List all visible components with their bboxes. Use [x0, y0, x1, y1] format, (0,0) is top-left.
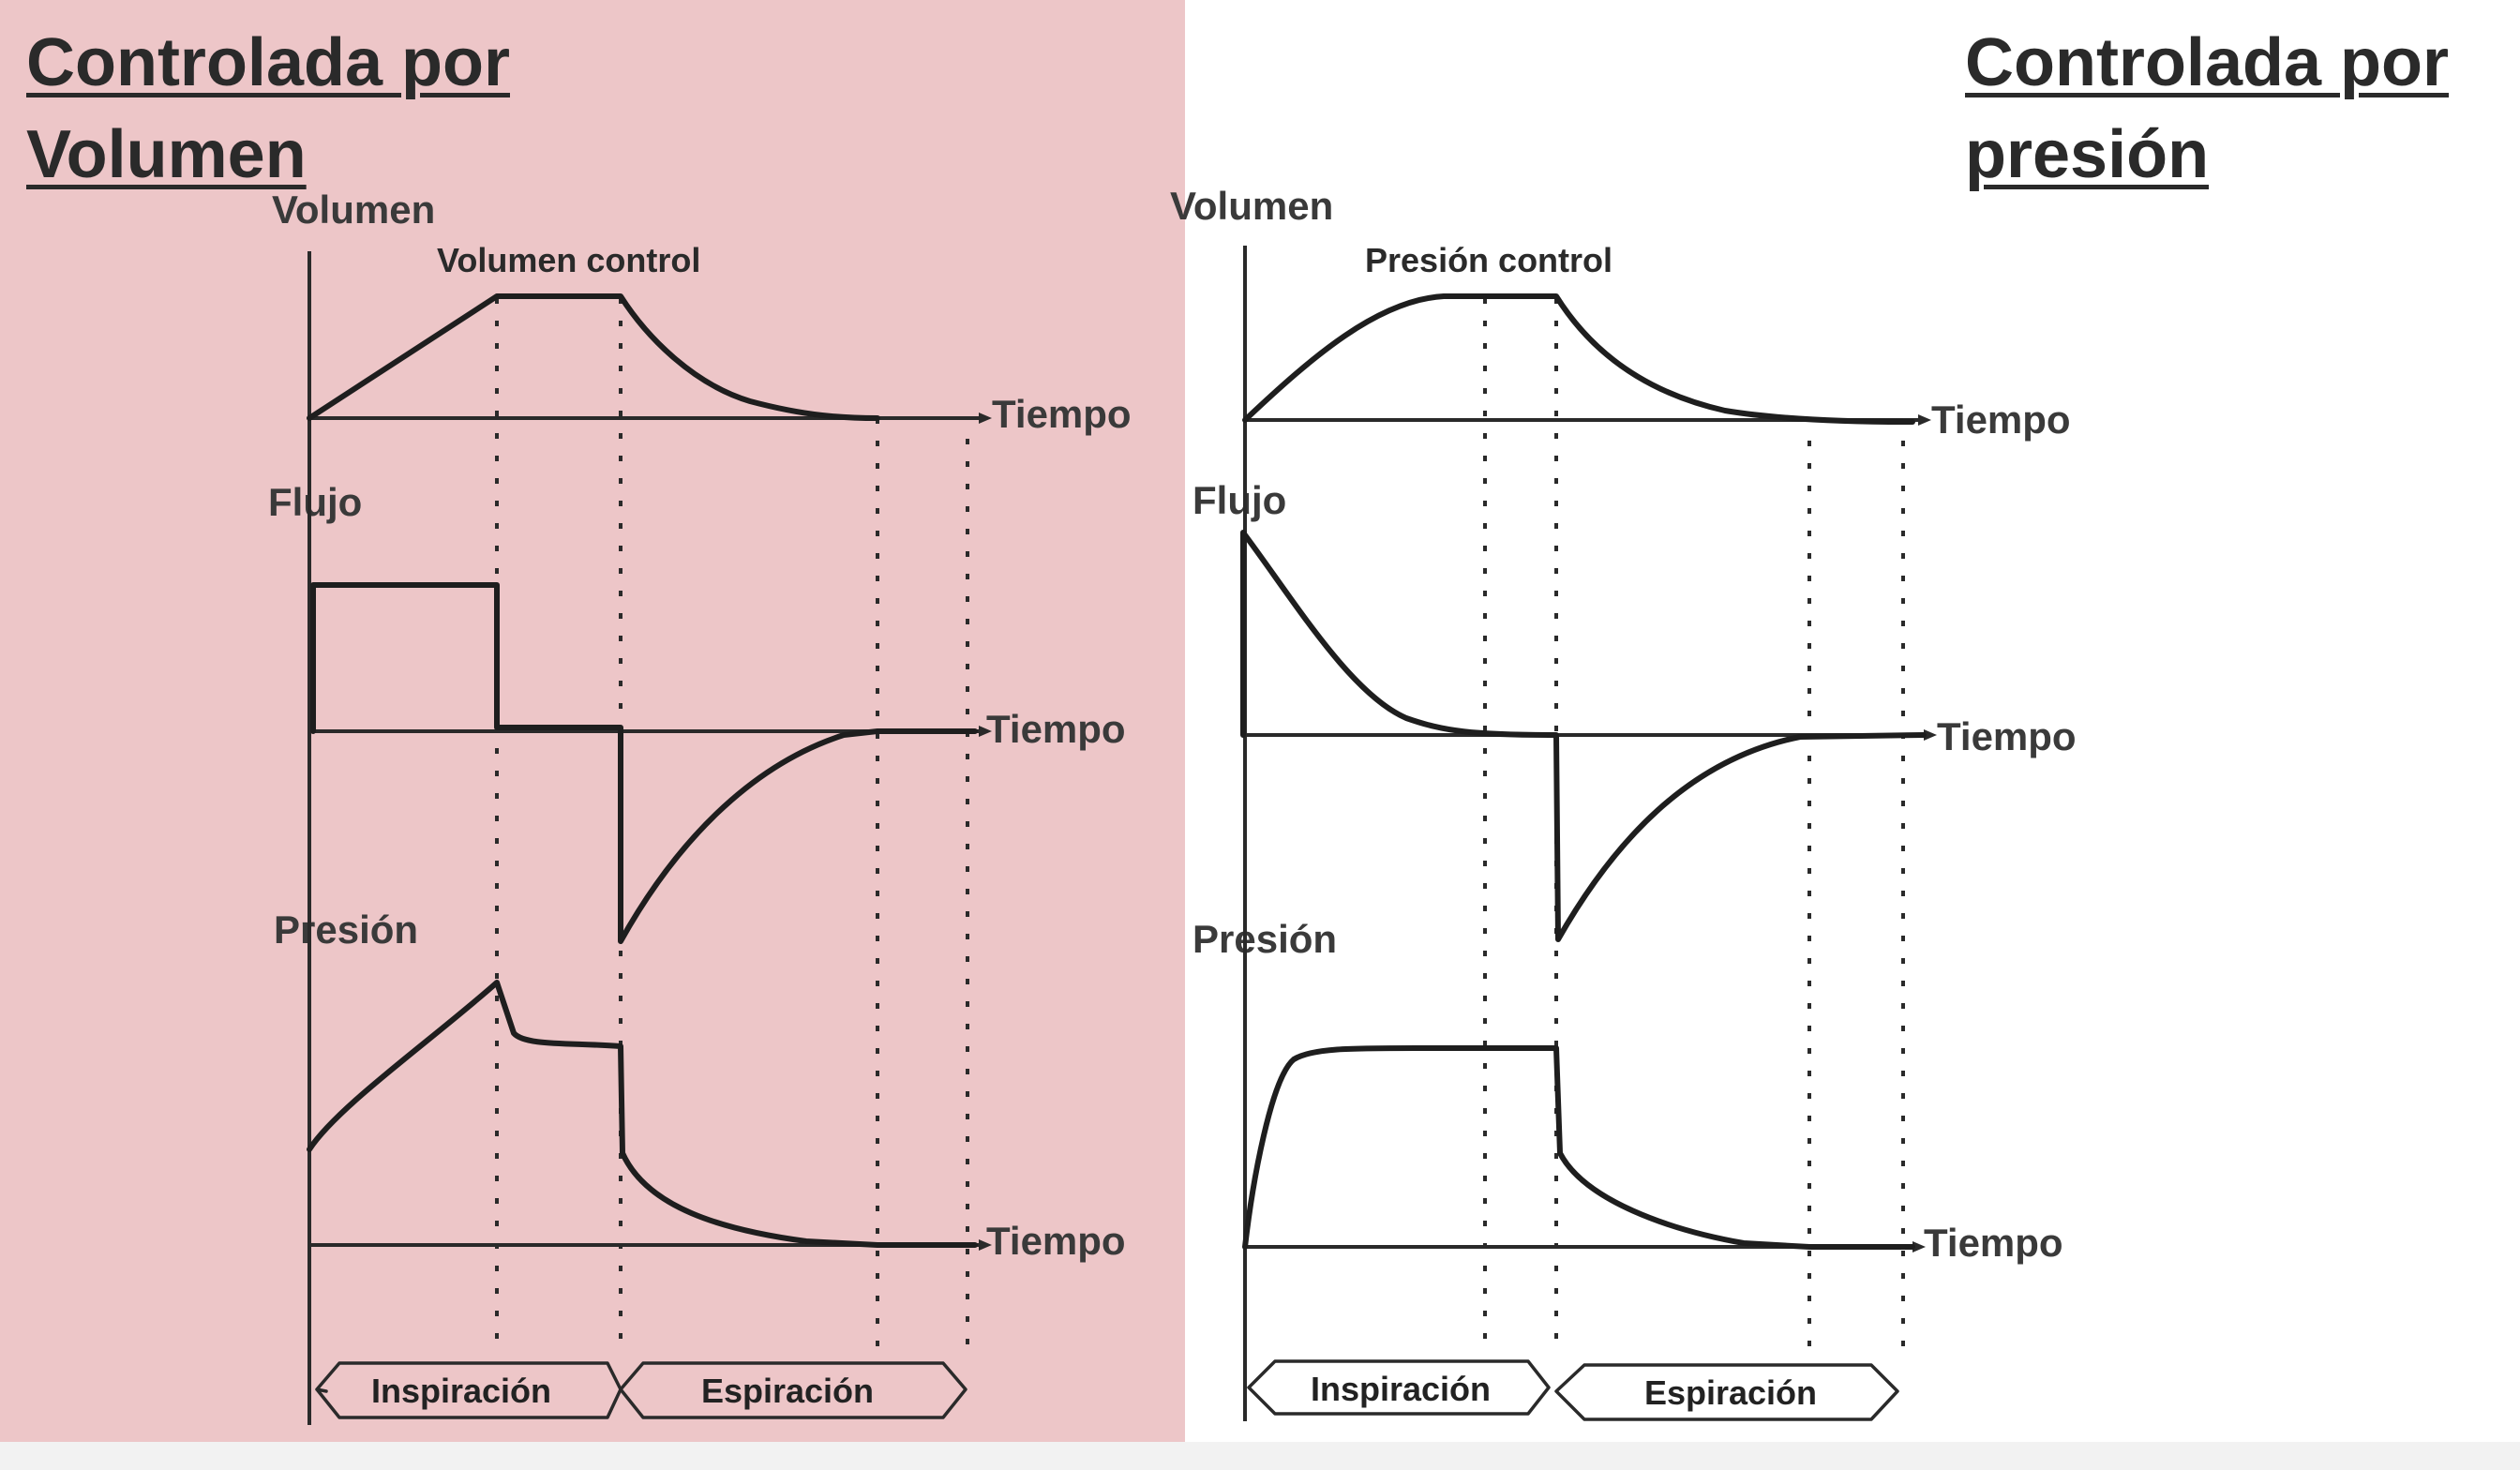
right-flow-axis-arrow: [1924, 729, 1937, 741]
right-flow-waveform: [1240, 530, 1927, 942]
right-volume-time-label: Tiempo: [1931, 398, 2071, 442]
left-volume-waveform: [307, 293, 880, 421]
left-pressure-axis-label: Presión: [274, 908, 418, 952]
right-inspiration-box: [1247, 1359, 1551, 1416]
right-expiration-box: [1554, 1363, 1899, 1421]
right-volume-axis-arrow: [1918, 414, 1931, 426]
volume-controlled-panel: [0, 0, 1185, 1470]
left-flow-waveform: [310, 582, 978, 944]
right-expiration-label: Espiración: [1644, 1373, 1817, 1412]
left-pressure-time-label: Tiempo: [986, 1219, 1126, 1263]
pressure-controlled-heading-line2: presión: [1965, 117, 2210, 192]
right-pressure-time-label: Tiempo: [1924, 1221, 2063, 1265]
left-volume-subtitle: Volumen control: [437, 241, 700, 279]
left-volume-axis-label: Volumen: [272, 188, 435, 232]
right-volume-axis-label: Volumen: [1170, 184, 1333, 228]
left-expiration-box: [619, 1361, 968, 1419]
left-inspiration-label: Inspiración: [371, 1372, 551, 1410]
volume-controlled-diagram: Volumen Volumen control Flujo Presión Ti…: [268, 188, 1132, 1425]
left-expiration-label: Espiración: [701, 1372, 874, 1410]
right-flow-axis-label: Flujo: [1192, 478, 1286, 522]
left-flow-axis-arrow: [979, 726, 992, 737]
pressure-controlled-diagram: Volumen Presión control Flujo Presión Ti…: [1170, 184, 2077, 1421]
left-volume-time-label: Tiempo: [992, 392, 1132, 436]
pressure-controlled-heading-line1: Controlada por: [1965, 25, 2449, 100]
volume-controlled-heading-line1: Controlada por: [26, 25, 510, 100]
right-flow-time-label: Tiempo: [1937, 714, 2077, 758]
volume-controlled-heading: Controlada por Volumen: [26, 17, 510, 201]
right-pressure-waveform: [1242, 1045, 1915, 1250]
right-inspiration-label: Inspiración: [1311, 1370, 1491, 1408]
bottom-strip: [0, 1442, 2520, 1470]
volume-controlled-heading-line2: Volumen: [26, 117, 307, 192]
pressure-controlled-heading: Controlada por presión: [1965, 17, 2449, 201]
right-pressure-axis-arrow: [1912, 1241, 1926, 1252]
left-flow-axis-label: Flujo: [268, 480, 362, 524]
right-pressure-axis-label: Presión: [1192, 917, 1337, 961]
left-pressure-axis-arrow: [979, 1239, 992, 1251]
right-volume-subtitle: Presión control: [1365, 241, 1612, 279]
right-volume-waveform: [1242, 293, 1915, 425]
left-volume-axis-arrow: [979, 412, 992, 424]
left-flow-time-label: Tiempo: [986, 707, 1126, 751]
left-pressure-waveform: [307, 980, 978, 1248]
